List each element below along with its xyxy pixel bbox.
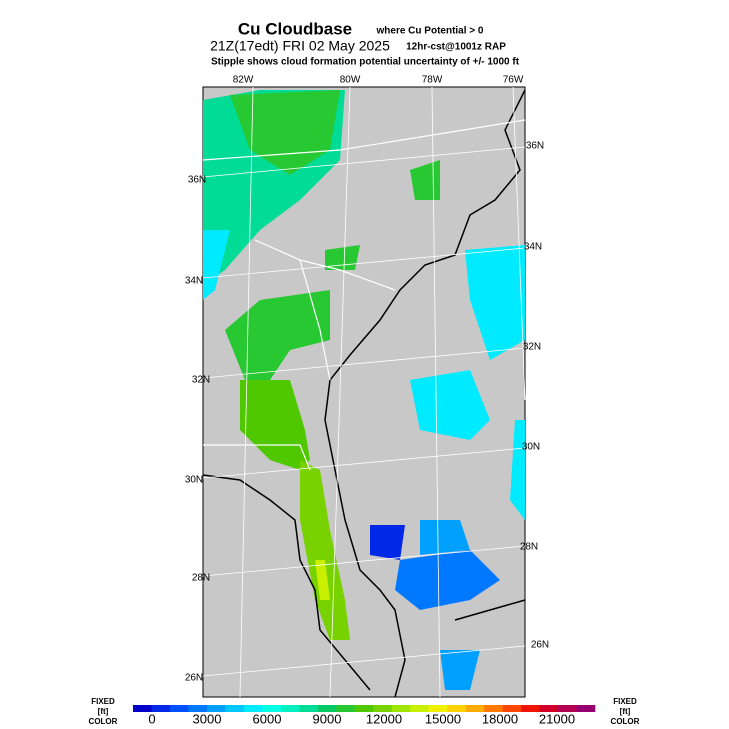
colorbar-swatch <box>428 705 448 712</box>
colorbar-swatch <box>521 705 540 712</box>
lon-label: 76W <box>503 75 524 86</box>
colorbar-swatch <box>576 705 596 712</box>
colorbar-swatch <box>280 705 300 712</box>
lat-label: 36N <box>526 141 544 152</box>
colorbar-swatch <box>133 705 152 712</box>
cloudbase-field <box>203 90 525 690</box>
colorbar-swatch <box>169 705 189 712</box>
coastline <box>202 89 526 698</box>
colorbar-swatch <box>539 705 559 712</box>
lat-label: 34N <box>524 242 542 253</box>
colorbar-swatch <box>262 705 282 712</box>
lat-label: 32N <box>192 375 210 386</box>
colorbar-label: 9000 <box>313 711 342 726</box>
colorbar-swatch <box>558 705 577 712</box>
lat-label: 28N <box>192 573 210 584</box>
lon-label: 78W <box>422 75 443 86</box>
colorbar-swatch <box>317 705 337 712</box>
subtitle: Stipple shows cloud formation potential … <box>211 57 520 68</box>
colorbar-swatch <box>410 705 429 712</box>
colorbar-label: 12000 <box>366 711 402 726</box>
colorbar-swatch <box>225 705 245 712</box>
lat-label: 28N <box>520 542 538 553</box>
colorbar-note: FIXED <box>613 697 637 706</box>
colorbar-swatch <box>373 705 393 712</box>
colorbar-label: 18000 <box>482 711 518 726</box>
colorbar-swatch <box>354 705 374 712</box>
title-note: where Cu Potential > 0 <box>376 26 484 37</box>
graticule <box>202 86 526 698</box>
colorbar-swatch <box>447 705 466 712</box>
colorbar-label: 6000 <box>253 711 282 726</box>
colorbar-note: COLOR <box>89 717 118 726</box>
colorbar-swatch <box>502 705 522 712</box>
model-run: 12hr-cst@1001z RAP <box>406 42 506 53</box>
lon-label: 80W <box>340 75 361 86</box>
colorbar-swatch <box>391 705 411 712</box>
colorbar-swatch <box>484 705 503 712</box>
valid-time: 21Z(17edt) FRI 02 May 2025 <box>210 38 390 54</box>
lat-label: 30N <box>522 442 540 453</box>
colorbar-label: 3000 <box>193 711 222 726</box>
colorbar-swatch <box>206 705 226 712</box>
colorbar-note: [ft] <box>98 707 109 716</box>
lat-label: 30N <box>185 475 203 486</box>
title: Cu Cloudbase <box>238 19 352 38</box>
colorbar-note: [ft] <box>620 707 631 716</box>
colorbar-swatch <box>151 705 171 712</box>
colorbar-label: 21000 <box>539 711 575 726</box>
lat-label: 32N <box>523 342 541 353</box>
colorbar-swatch <box>188 705 208 712</box>
colorbar-swatch <box>243 705 263 712</box>
state-borders <box>202 119 526 471</box>
colorbar-label: 0 <box>148 711 155 726</box>
lat-label: 36N <box>188 175 206 186</box>
lat-label: 26N <box>185 673 203 684</box>
lat-label: 34N <box>185 276 203 287</box>
lat-label: 26N <box>531 640 549 651</box>
lon-label: 82W <box>233 75 254 86</box>
colorbar-note: COLOR <box>611 717 640 726</box>
colorbar-swatch <box>336 705 356 712</box>
colorbar-swatch <box>465 705 485 712</box>
colorbar-note: FIXED <box>91 697 115 706</box>
map <box>202 86 526 698</box>
colorbar-label: 15000 <box>425 711 461 726</box>
colorbar-swatch <box>299 705 319 712</box>
